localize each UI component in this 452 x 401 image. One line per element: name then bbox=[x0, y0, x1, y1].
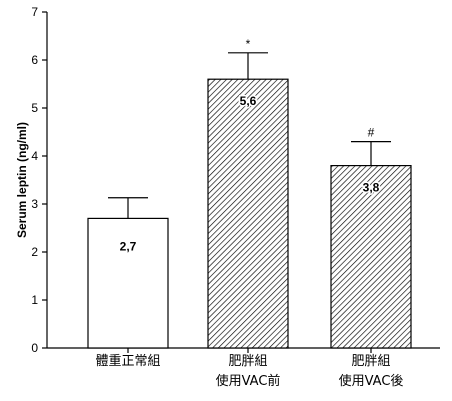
category-label: 使用VAC後 bbox=[339, 373, 404, 389]
data-label: 5,6 bbox=[240, 94, 257, 108]
category-label: 體重正常組 bbox=[95, 353, 160, 369]
significance-label: # bbox=[368, 126, 375, 140]
y-tick-label: 5 bbox=[31, 101, 38, 115]
y-tick-label: 2 bbox=[31, 245, 38, 259]
data-label: 3,8 bbox=[363, 181, 380, 195]
category-label: 肥胖組 bbox=[351, 354, 390, 369]
bar bbox=[87, 217, 169, 349]
y-tick-label: 7 bbox=[31, 5, 38, 19]
category-label: 肥胖組 bbox=[228, 354, 267, 369]
y-axis-title: Serum leptin (ng/ml) bbox=[15, 122, 29, 238]
y-tick-label: 6 bbox=[31, 53, 38, 67]
significance-label: * bbox=[246, 37, 251, 51]
y-tick-label: 3 bbox=[31, 197, 38, 211]
bar bbox=[207, 78, 289, 349]
bar bbox=[330, 165, 412, 349]
bars bbox=[87, 52, 412, 349]
y-tick-label: 4 bbox=[31, 149, 38, 163]
y-tick-label: 1 bbox=[31, 293, 38, 307]
category-label: 使用VAC前 bbox=[216, 373, 281, 389]
data-label: 2,7 bbox=[120, 239, 137, 253]
y-tick-label: 0 bbox=[31, 341, 38, 355]
